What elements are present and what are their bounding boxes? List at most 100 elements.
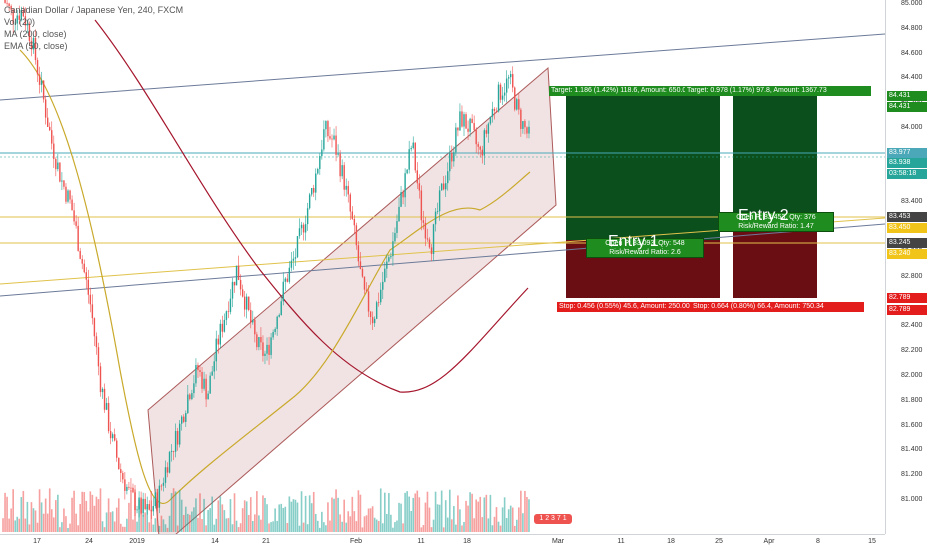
candle-body bbox=[459, 111, 461, 131]
candle-body bbox=[526, 127, 528, 134]
volume-bar bbox=[223, 510, 226, 532]
candle-body bbox=[67, 190, 69, 202]
volume-bar bbox=[392, 527, 394, 532]
candle-body bbox=[36, 60, 39, 75]
candle-body bbox=[382, 281, 384, 290]
candle-body bbox=[4, 0, 6, 3]
entry1-info-box[interactable]: Open P: 83.093, Qty: 548 Risk/Reward Rat… bbox=[586, 238, 704, 258]
volume-bar bbox=[361, 527, 364, 532]
candle-body bbox=[57, 162, 59, 170]
entry2-stop-label[interactable]: Stop: 0.664 (0.80%) 66.4, Amount: 750.34 bbox=[691, 302, 864, 312]
candle-body bbox=[455, 127, 457, 153]
volume-bar bbox=[408, 496, 410, 532]
volume-bar bbox=[57, 494, 59, 532]
entry1-target-zone[interactable] bbox=[566, 92, 720, 240]
volume-bar bbox=[95, 496, 98, 532]
ema-50-line bbox=[19, 49, 531, 504]
volume-bar bbox=[505, 518, 508, 532]
upper-trendline[interactable] bbox=[0, 33, 885, 101]
volume-bar bbox=[335, 489, 337, 532]
candle-body bbox=[24, 16, 27, 26]
volume-bar bbox=[327, 502, 329, 532]
time-label: Mar bbox=[551, 538, 565, 545]
price-tick: 84.400 bbox=[901, 74, 923, 82]
candle-body bbox=[410, 148, 412, 150]
price-tick: 81.000 bbox=[901, 496, 923, 503]
entry1-stop-label[interactable]: Stop: 0.456 (0.55%) 45.6, Amount: 250.00 bbox=[557, 302, 691, 312]
volume-bar bbox=[42, 513, 45, 532]
candle-body bbox=[164, 467, 167, 483]
candle-body bbox=[12, 9, 14, 24]
candle-body bbox=[282, 281, 284, 302]
volume-bar bbox=[199, 493, 201, 532]
volume-bar bbox=[115, 507, 118, 532]
volume-bar bbox=[221, 504, 224, 532]
ema-indicator[interactable]: EMA (50, close) bbox=[4, 41, 68, 51]
symbol-title[interactable]: Canadian Dollar / Japanese Yen, 240, FXC… bbox=[4, 5, 184, 15]
candle-body bbox=[120, 469, 122, 473]
volume-bar bbox=[154, 518, 157, 532]
candle-body bbox=[239, 279, 242, 290]
candle-body bbox=[20, 10, 23, 20]
volume-bar bbox=[290, 501, 293, 532]
volume-bar bbox=[511, 507, 514, 532]
candle-body bbox=[199, 370, 201, 373]
candle-body bbox=[497, 84, 500, 112]
volume-bar bbox=[128, 502, 130, 532]
volume-bar bbox=[152, 524, 155, 532]
volume-bar bbox=[499, 525, 502, 532]
candle-body bbox=[116, 440, 118, 458]
volume-bar bbox=[406, 491, 408, 532]
volume-bar bbox=[446, 517, 449, 532]
volume-bar bbox=[481, 517, 484, 532]
price-scale[interactable]: 85.00084.80084.60084.40084.20084.00083.8… bbox=[885, 0, 932, 534]
price-chart[interactable] bbox=[0, 0, 885, 534]
candle-body bbox=[181, 416, 183, 424]
candle-body bbox=[505, 78, 508, 93]
entry2-target-zone[interactable] bbox=[733, 92, 817, 217]
candle-body bbox=[442, 183, 445, 190]
entry2-name[interactable]: Entry 2 bbox=[738, 207, 789, 224]
entry2-target-label[interactable]: Target: 0.978 (1.17%) 97.8, Amount: 1367… bbox=[685, 86, 871, 96]
chart-area[interactable]: Canadian Dollar / Japanese Yen, 240, FXC… bbox=[0, 0, 885, 534]
candle-body bbox=[148, 504, 150, 510]
candle-body bbox=[266, 344, 268, 354]
entry1-target-label[interactable]: Target: 1.186 (1.42%) 118.6, Amount: 650… bbox=[549, 86, 685, 96]
candle-body bbox=[150, 509, 152, 512]
candle-body bbox=[288, 267, 291, 282]
volume-bar bbox=[475, 499, 477, 532]
volume-bar bbox=[219, 496, 222, 532]
candle-body bbox=[477, 144, 479, 147]
candle-body bbox=[248, 296, 250, 311]
candle-body bbox=[467, 128, 469, 132]
lower-trendline[interactable] bbox=[0, 223, 885, 297]
vol-indicator[interactable]: Vol (20) bbox=[4, 17, 36, 27]
volume-bar bbox=[119, 523, 122, 532]
time-axis[interactable]: 17 24 2019 14 21 Feb 11 18 Mar 11 18 25 Apr 8 15 bbox=[0, 534, 885, 551]
volume-bar bbox=[396, 520, 398, 532]
candle-body bbox=[329, 136, 331, 139]
volume-bar bbox=[373, 517, 376, 532]
ma-indicator[interactable]: MA (200, close) bbox=[4, 29, 67, 39]
entry2-info-box[interactable]: Open P: 83.453, Qty: 376 Risk/Reward Rat… bbox=[718, 212, 834, 232]
candle-body bbox=[449, 152, 451, 172]
volume-bar bbox=[22, 490, 25, 532]
volume-bar bbox=[430, 527, 433, 532]
volume-bar bbox=[140, 499, 142, 532]
candle-body bbox=[310, 188, 313, 195]
volume-bar bbox=[207, 509, 209, 532]
candle-body bbox=[428, 239, 431, 248]
candle-body bbox=[412, 142, 414, 149]
candle-body bbox=[213, 361, 215, 372]
volume-bar bbox=[451, 519, 453, 532]
volume-bar bbox=[465, 500, 467, 532]
volume-bar bbox=[467, 505, 469, 532]
candle-body bbox=[514, 87, 516, 110]
volume-bar bbox=[14, 520, 17, 532]
volume-bar bbox=[117, 498, 120, 532]
volume-bar bbox=[211, 496, 213, 532]
candle-body bbox=[304, 224, 307, 233]
candle-body bbox=[270, 337, 272, 355]
volume-bar bbox=[308, 495, 311, 532]
entry1-name[interactable]: Entry 1 bbox=[608, 233, 659, 250]
